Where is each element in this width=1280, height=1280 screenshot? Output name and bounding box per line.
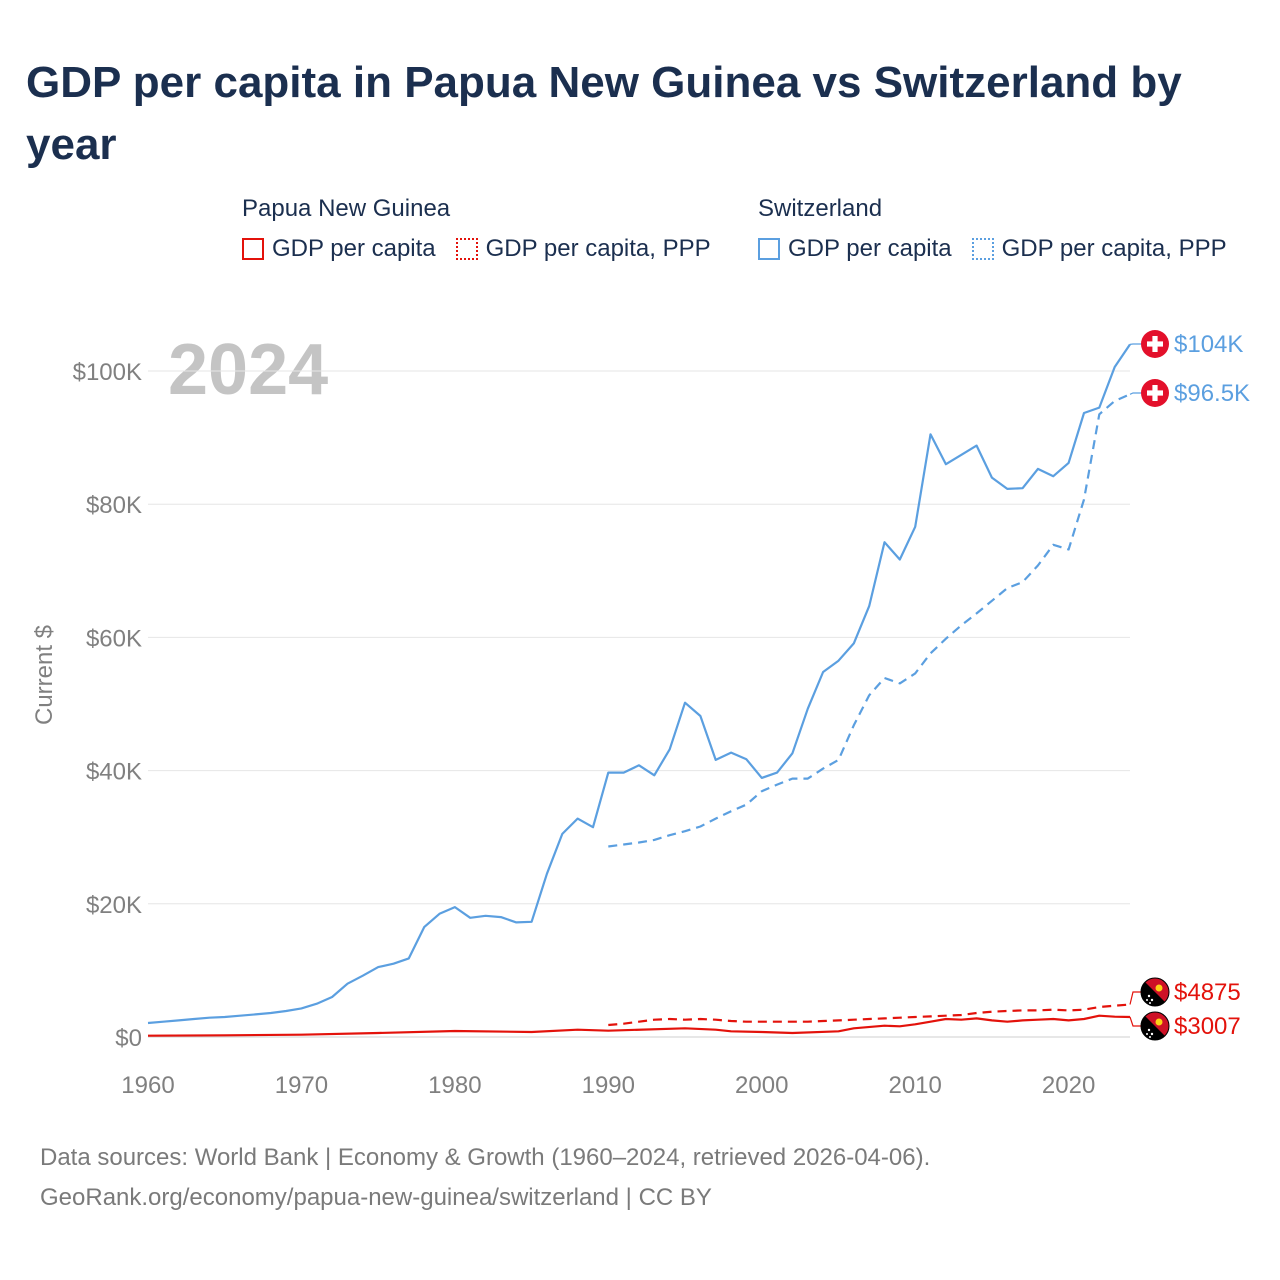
legend-group-switzerland: Switzerland GDP per capita GDP per capit… [758, 195, 1247, 263]
series-line [147, 1014, 1131, 1037]
legend-swatch-solid [242, 238, 264, 260]
label-leader [1129, 1016, 1141, 1027]
legend-item-label: GDP per capita, PPP [485, 235, 711, 262]
series-lines [147, 343, 1131, 1037]
x-tick-label: 2000 [735, 1072, 788, 1099]
y-tick-label: $60K [86, 625, 142, 652]
label-leader [1129, 991, 1141, 1005]
series-line [147, 343, 1131, 1025]
end-value-label: $4875 [1174, 979, 1241, 1006]
chart-title: GDP per capita in Papua New Guinea vs Sw… [26, 58, 1182, 169]
x-tick-label: 1970 [275, 1072, 328, 1099]
y-tick-label: $40K [86, 759, 142, 786]
legend-item-label: GDP per capita [788, 235, 952, 262]
end-labels: $104K $96.5K $4875 $3007 [1129, 330, 1250, 1040]
end-value-label: $96.5K [1174, 380, 1250, 407]
legend-swatch-dotted [971, 238, 994, 260]
end-value-label: $3007 [1174, 1013, 1241, 1040]
x-tick-label: 2020 [1042, 1072, 1095, 1099]
legend-swatch-solid [758, 238, 780, 260]
legend-item-ch-gdp-ppp[interactable]: GDP per capita, PPP [971, 235, 1227, 263]
swiss-flag-icon [1141, 330, 1169, 358]
legend-country-name: Papua New Guinea [242, 195, 451, 222]
y-axis-ticks: $0 $20K $40K $60K $80K $100K [73, 359, 142, 1052]
gridlines [148, 370, 1130, 1038]
x-tick-label: 1980 [428, 1072, 481, 1099]
footer-attribution[interactable]: GeoRank.org/economy/papua-new-guinea/swi… [40, 1184, 712, 1211]
series-line [608, 1003, 1131, 1027]
y-axis-label: Current $ [31, 625, 58, 725]
y-tick-label: $80K [86, 492, 142, 519]
legend-item-ch-gdp[interactable]: GDP per capita [758, 235, 952, 263]
year-watermark: 2024 [168, 330, 328, 410]
legend-item-png-gdp[interactable]: GDP per capita [242, 235, 436, 263]
legend-group-papua-new-guinea: Papua New Guinea GDP per capita GDP per … [242, 195, 731, 263]
legend-swatch-dotted [455, 238, 478, 260]
y-tick-label: $20K [86, 892, 142, 919]
end-value-label: $104K [1174, 331, 1243, 358]
footer-sources: Data sources: World Bank | Economy & Gro… [40, 1144, 931, 1171]
legend-item-label: GDP per capita [272, 235, 436, 262]
series-line [608, 393, 1131, 848]
x-tick-label: 1990 [582, 1072, 635, 1099]
png-flag-icon [1141, 978, 1169, 1006]
legend-country-name: Switzerland [758, 195, 883, 222]
x-tick-label: 1960 [121, 1072, 174, 1099]
label-leader [1129, 392, 1141, 395]
y-tick-label: $100K [73, 359, 142, 386]
x-tick-label: 2010 [888, 1072, 941, 1099]
x-axis-ticks: 1960 1970 1980 1990 2000 2010 2020 [121, 1072, 1095, 1099]
png-flag-icon [1141, 1012, 1169, 1040]
footer: Data sources: World Bank | Economy & Gro… [40, 1138, 930, 1218]
legend-item-label: GDP per capita, PPP [1001, 235, 1227, 262]
swiss-flag-icon [1141, 379, 1169, 407]
y-tick-label: $0 [115, 1025, 142, 1052]
legend-item-png-gdp-ppp[interactable]: GDP per capita, PPP [455, 235, 711, 263]
